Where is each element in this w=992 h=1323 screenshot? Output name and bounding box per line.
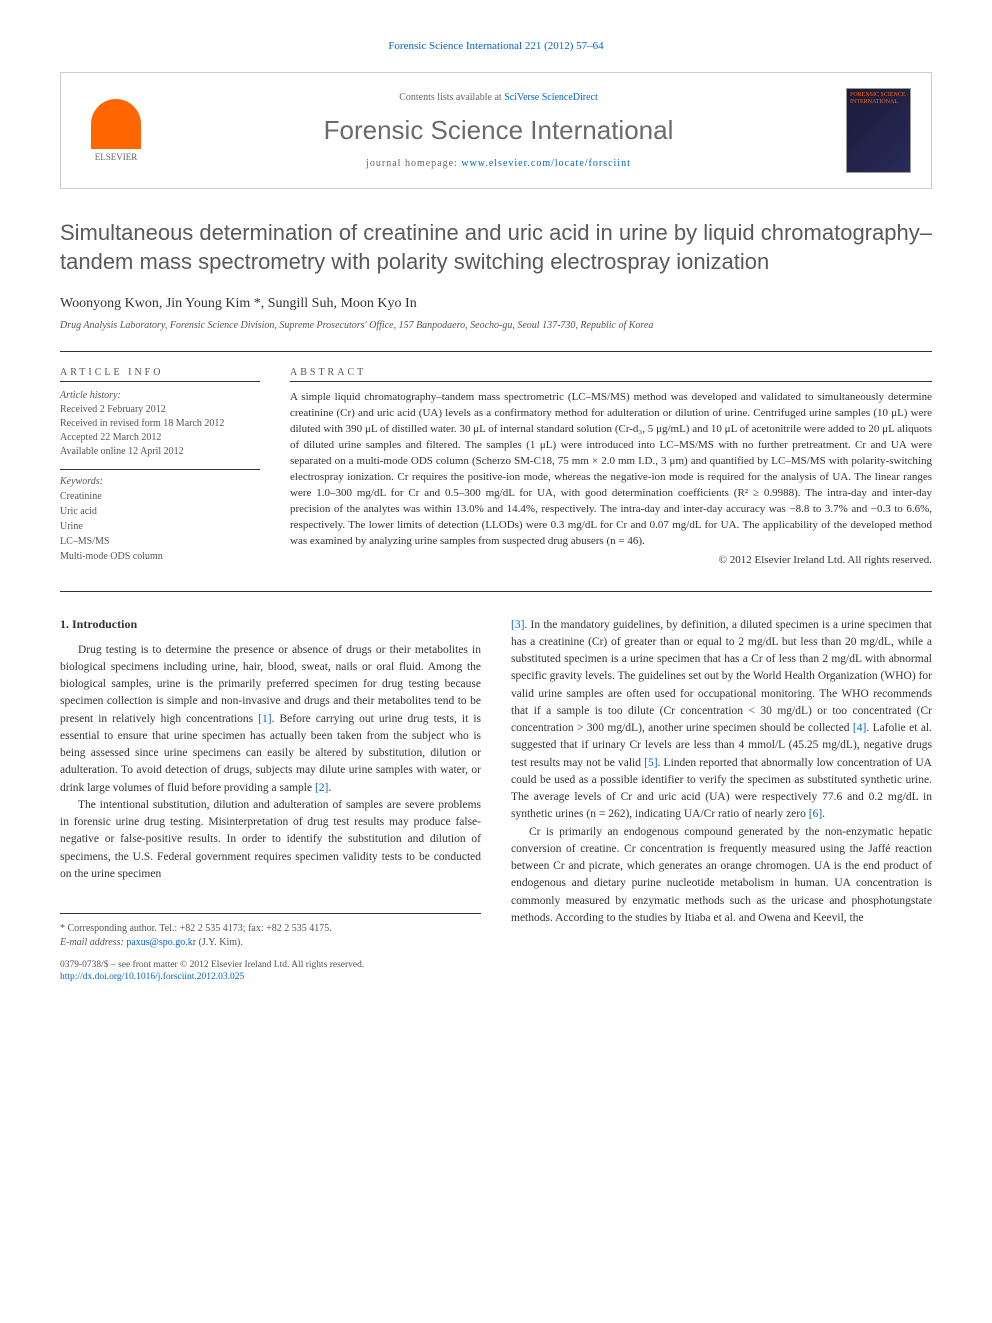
article-title: Simultaneous determination of creatinine… [60, 219, 932, 276]
para-text: . [328, 782, 331, 794]
keyword: Creatinine [60, 489, 260, 504]
body-column-right: [3]. In the mandatory guidelines, by def… [511, 617, 932, 983]
affiliation: Drug Analysis Laboratory, Forensic Scien… [60, 320, 932, 331]
email-link[interactable]: paxus@spo.go.kr [126, 937, 196, 948]
keyword: Urine [60, 519, 260, 534]
keyword: Multi-mode ODS column [60, 549, 260, 564]
abstract-copyright: © 2012 Elsevier Ireland Ltd. All rights … [290, 554, 932, 566]
para-text: . [822, 808, 825, 820]
divider [60, 591, 932, 592]
ref-link[interactable]: [2] [315, 782, 328, 794]
ref-link[interactable]: [4] [853, 722, 866, 734]
ref-link[interactable]: [3] [511, 619, 524, 631]
keyword: LC–MS/MS [60, 534, 260, 549]
body-paragraph: Drug testing is to determine the presenc… [60, 642, 481, 797]
body-paragraph: Cr is primarily an endogenous compound g… [511, 824, 932, 928]
keywords-label: Keywords: [60, 476, 260, 487]
publisher-name: ELSEVIER [95, 152, 138, 162]
divider [60, 351, 932, 352]
email-line: E-mail address: paxus@spo.go.kr (J.Y. Ki… [60, 936, 481, 950]
keywords-list: Creatinine Uric acid Urine LC–MS/MS Mult… [60, 489, 260, 564]
abstract-column: ABSTRACT A simple liquid chromatography–… [290, 367, 932, 565]
body-paragraph: The intentional substitution, dilution a… [60, 797, 481, 883]
article-history: Received 2 February 2012 Received in rev… [60, 403, 260, 459]
body-column-left: 1. Introduction Drug testing is to deter… [60, 617, 481, 983]
abstract-text: A simple liquid chromatography–tandem ma… [290, 390, 932, 549]
issn-copyright: 0379-0738/$ – see front matter © 2012 El… [60, 960, 481, 970]
citation: Forensic Science International 221 (2012… [60, 40, 932, 52]
history-label: Article history: [60, 390, 260, 401]
contents-prefix: Contents lists available at [399, 92, 504, 103]
elsevier-logo: ELSEVIER [81, 91, 151, 171]
info-divider [60, 469, 260, 470]
footer-section: * Corresponding author. Tel.: +82 2 535 … [60, 913, 481, 982]
corresponding-author-note: * Corresponding author. Tel.: +82 2 535 … [60, 922, 481, 936]
ref-link[interactable]: [5] [644, 757, 657, 769]
journal-cover-thumbnail: FORENSIC SCIENCE INTERNATIONAL [846, 88, 911, 173]
section-heading: 1. Introduction [60, 617, 481, 632]
ref-link[interactable]: [6] [809, 808, 822, 820]
article-info-heading: ARTICLE INFO [60, 367, 260, 382]
cover-text: FORENSIC SCIENCE INTERNATIONAL [847, 89, 910, 109]
body-paragraph: [3]. In the mandatory guidelines, by def… [511, 617, 932, 824]
email-label: E-mail address: [60, 937, 126, 948]
doi-link[interactable]: http://dx.doi.org/10.1016/j.forsciint.20… [60, 972, 481, 982]
contents-available: Contents lists available at SciVerse Sci… [151, 92, 846, 103]
journal-header: ELSEVIER Contents lists available at Sci… [60, 72, 932, 189]
journal-homepage: journal homepage: www.elsevier.com/locat… [151, 158, 846, 169]
ref-link[interactable]: [1] [258, 713, 271, 725]
scidirect-link[interactable]: SciVerse ScienceDirect [504, 92, 598, 103]
homepage-link[interactable]: www.elsevier.com/locate/forsciint [461, 158, 631, 169]
email-suffix: (J.Y. Kim). [196, 937, 243, 948]
article-info-sidebar: ARTICLE INFO Article history: Received 2… [60, 367, 260, 565]
journal-name: Forensic Science International [151, 115, 846, 146]
homepage-prefix: journal homepage: [366, 158, 461, 169]
keyword: Uric acid [60, 504, 260, 519]
para-text: . In the mandatory guidelines, by defini… [511, 619, 932, 735]
elsevier-tree-icon [91, 99, 141, 149]
abstract-heading: ABSTRACT [290, 367, 932, 382]
authors-list: Woonyong Kwon, Jin Young Kim *, Sungill … [60, 296, 932, 312]
